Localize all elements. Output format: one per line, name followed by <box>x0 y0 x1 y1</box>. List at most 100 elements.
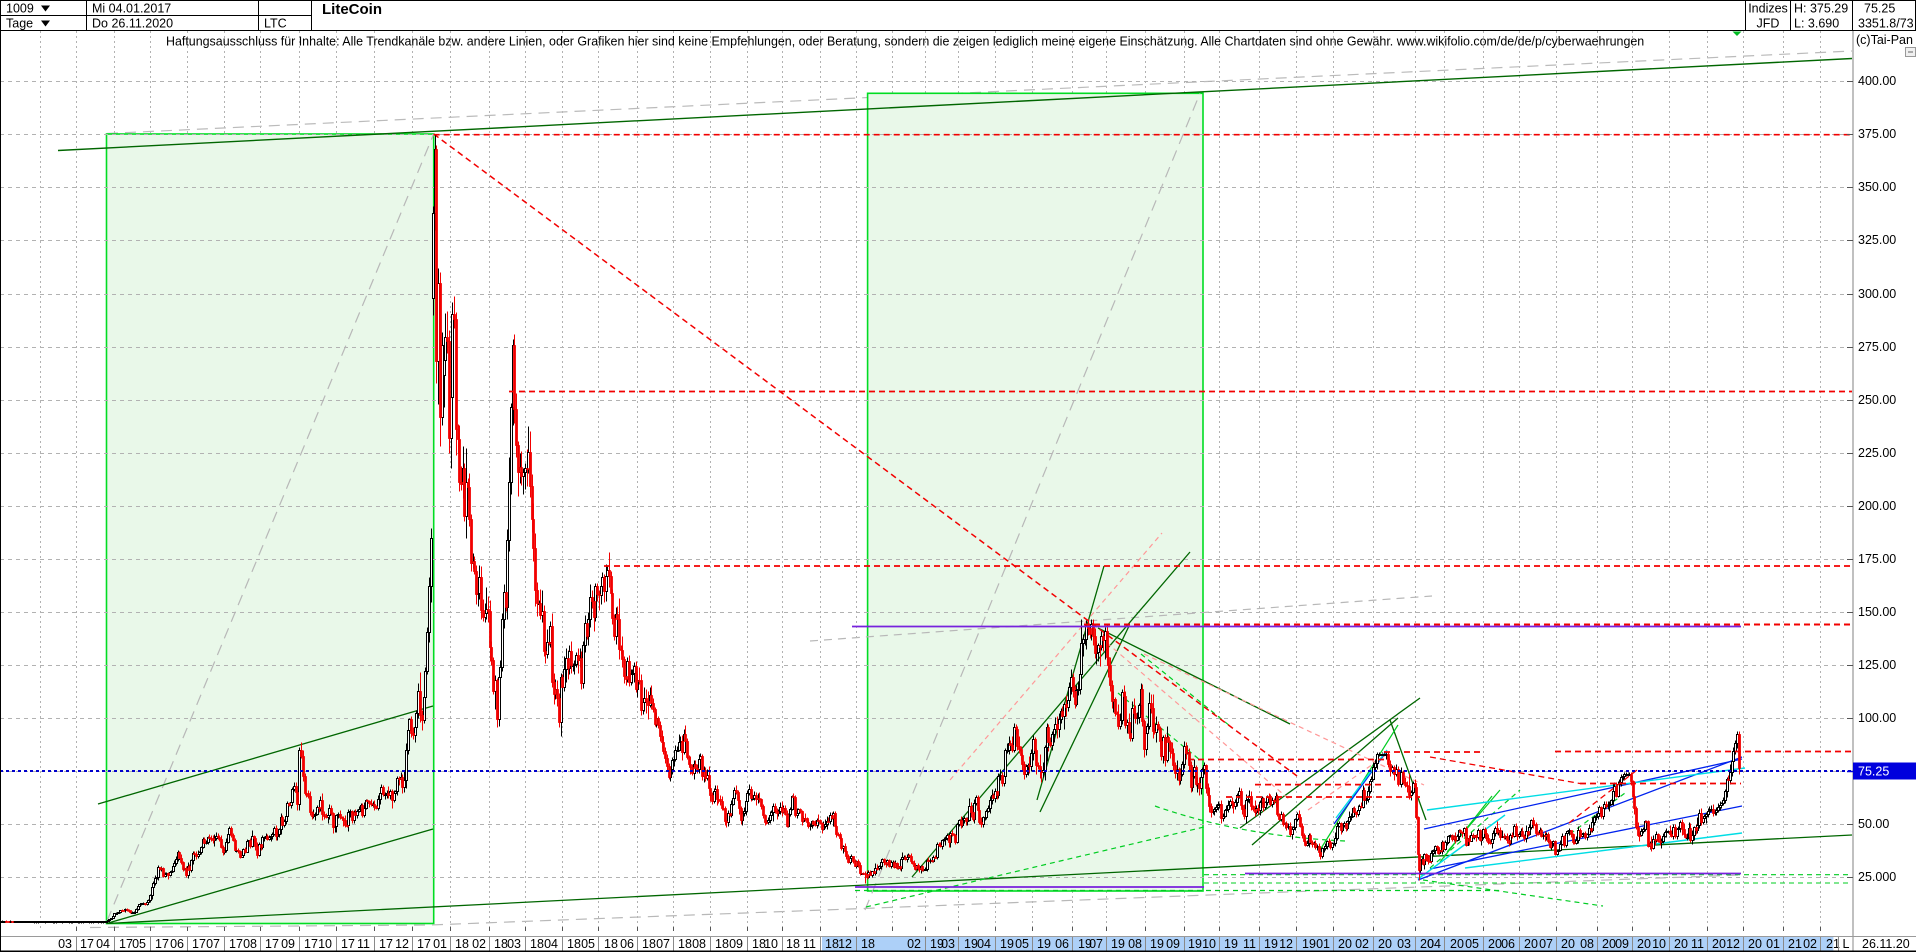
svg-text:19: 19 <box>1150 937 1164 951</box>
svg-text:19: 19 <box>1188 937 1202 951</box>
svg-text:19: 19 <box>1037 937 1051 951</box>
svg-text:Tage: Tage <box>6 17 33 31</box>
svg-text:09: 09 <box>281 937 295 951</box>
svg-text:1009: 1009 <box>6 2 34 16</box>
svg-text:400.00: 400.00 <box>1858 74 1896 88</box>
svg-text:L: L <box>1843 937 1850 951</box>
svg-text:08: 08 <box>1128 937 1142 951</box>
svg-text:04: 04 <box>544 937 558 951</box>
svg-text:18: 18 <box>752 937 766 951</box>
svg-text:Indizes: Indizes <box>1748 2 1788 16</box>
svg-text:75.25: 75.25 <box>1858 765 1889 779</box>
svg-text:275.00: 275.00 <box>1858 340 1896 354</box>
svg-text:17: 17 <box>192 937 206 951</box>
svg-text:18: 18 <box>825 937 839 951</box>
svg-text:10: 10 <box>764 937 778 951</box>
svg-text:300.00: 300.00 <box>1858 287 1896 301</box>
svg-text:11: 11 <box>1243 937 1256 951</box>
svg-text:325.00: 325.00 <box>1858 233 1896 247</box>
svg-text:19: 19 <box>1111 937 1125 951</box>
svg-text:20: 20 <box>1488 937 1502 951</box>
svg-text:09: 09 <box>729 937 743 951</box>
svg-text:10: 10 <box>1202 937 1216 951</box>
svg-text:07: 07 <box>206 937 220 951</box>
svg-text:09: 09 <box>1166 937 1180 951</box>
svg-text:12: 12 <box>1726 937 1740 951</box>
svg-text:12: 12 <box>838 937 852 951</box>
svg-text:06: 06 <box>1055 937 1069 951</box>
svg-text:18: 18 <box>642 937 656 951</box>
svg-text:01: 01 <box>433 937 447 951</box>
svg-text:17: 17 <box>265 937 279 951</box>
svg-text:H: 375.29: H: 375.29 <box>1794 2 1848 16</box>
svg-text:04: 04 <box>977 937 991 951</box>
svg-text:LiteCoin: LiteCoin <box>322 1 382 18</box>
svg-text:20: 20 <box>1524 937 1538 951</box>
svg-text:17: 17 <box>119 937 133 951</box>
svg-text:20: 20 <box>1420 937 1434 951</box>
svg-text:19: 19 <box>1000 937 1014 951</box>
svg-text:02: 02 <box>1355 937 1369 951</box>
svg-text:12: 12 <box>395 937 409 951</box>
svg-text:18: 18 <box>678 937 692 951</box>
svg-text:20: 20 <box>1561 937 1575 951</box>
svg-text:11: 11 <box>803 937 816 951</box>
svg-text:Mi 04.01.2017: Mi 04.01.2017 <box>92 2 171 16</box>
svg-text:17: 17 <box>304 937 318 951</box>
svg-text:25.000: 25.000 <box>1858 870 1896 884</box>
svg-text:08: 08 <box>243 937 257 951</box>
svg-text:3351.8/73: 3351.8/73 <box>1858 17 1914 31</box>
svg-text:02: 02 <box>907 937 921 951</box>
svg-text:50.00: 50.00 <box>1858 817 1889 831</box>
svg-text:03: 03 <box>507 937 521 951</box>
svg-text:19: 19 <box>1078 937 1092 951</box>
svg-text:L: 3.690: L: 3.690 <box>1794 17 1839 31</box>
svg-text:Haftungsausschluss für Inhalte: Haftungsausschluss für Inhalte: Alle Tre… <box>166 34 1644 48</box>
svg-text:100.00: 100.00 <box>1858 711 1896 725</box>
svg-text:17: 17 <box>379 937 393 951</box>
svg-text:05: 05 <box>1015 937 1029 951</box>
svg-text:07: 07 <box>656 937 670 951</box>
svg-text:06: 06 <box>1501 937 1515 951</box>
svg-text:07: 07 <box>1539 937 1553 951</box>
svg-text:21: 21 <box>1826 937 1840 951</box>
svg-text:11: 11 <box>357 937 370 951</box>
svg-text:18: 18 <box>567 937 581 951</box>
svg-text:20: 20 <box>1338 937 1352 951</box>
svg-text:17: 17 <box>417 937 431 951</box>
svg-text:05: 05 <box>1465 937 1479 951</box>
svg-text:200.00: 200.00 <box>1858 499 1896 513</box>
svg-text:17: 17 <box>80 937 94 951</box>
svg-text:03: 03 <box>58 937 72 951</box>
svg-text:19: 19 <box>1224 937 1238 951</box>
svg-text:04: 04 <box>96 937 110 951</box>
svg-text:20: 20 <box>1674 937 1688 951</box>
svg-text:02: 02 <box>1803 937 1817 951</box>
svg-text:(c)Tai-Pan: (c)Tai-Pan <box>1856 33 1913 47</box>
svg-text:20: 20 <box>1748 937 1762 951</box>
svg-text:20: 20 <box>1637 937 1651 951</box>
svg-text:08: 08 <box>692 937 706 951</box>
svg-text:01: 01 <box>1766 937 1780 951</box>
svg-text:18: 18 <box>530 937 544 951</box>
svg-text:10: 10 <box>1652 937 1666 951</box>
svg-text:17: 17 <box>341 937 355 951</box>
svg-text:10: 10 <box>318 937 332 951</box>
svg-text:18: 18 <box>715 937 729 951</box>
svg-text:18: 18 <box>786 937 800 951</box>
svg-text:375.00: 375.00 <box>1858 127 1896 141</box>
svg-text:03: 03 <box>941 937 955 951</box>
svg-text:20: 20 <box>1450 937 1464 951</box>
svg-text:19: 19 <box>1264 937 1278 951</box>
svg-text:06: 06 <box>620 937 634 951</box>
svg-text:08: 08 <box>1580 937 1594 951</box>
svg-text:Do 26.11.2020: Do 26.11.2020 <box>92 17 173 31</box>
svg-text:12: 12 <box>1279 937 1293 951</box>
svg-text:26.11.20: 26.11.20 <box>1862 937 1910 951</box>
svg-text:20: 20 <box>1378 937 1392 951</box>
svg-text:21: 21 <box>1788 937 1802 951</box>
svg-text:02: 02 <box>472 937 486 951</box>
svg-text:17: 17 <box>155 937 169 951</box>
svg-text:125.00: 125.00 <box>1858 658 1896 672</box>
svg-text:06: 06 <box>170 937 184 951</box>
